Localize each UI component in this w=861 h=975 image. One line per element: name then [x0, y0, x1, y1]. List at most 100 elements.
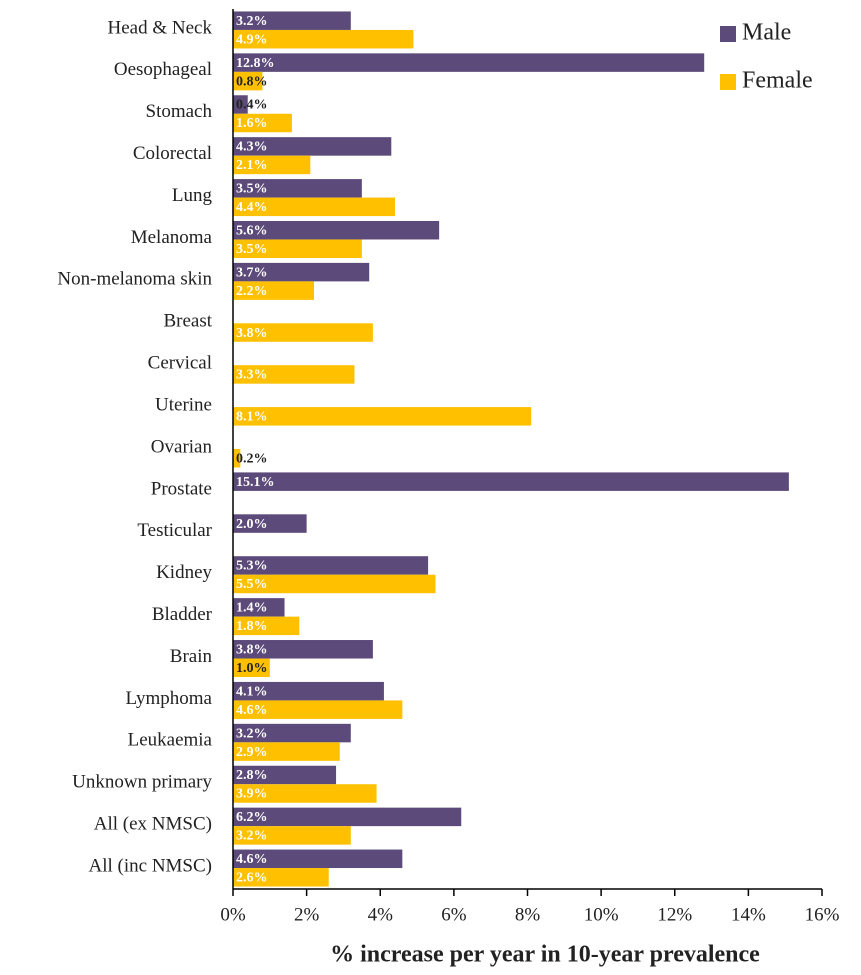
- value-label: 2.0%: [236, 517, 268, 532]
- value-label: 1.6%: [236, 116, 268, 131]
- x-tick-label: 10%: [584, 904, 619, 925]
- y-tick-label: Breast: [163, 311, 212, 332]
- bar: [233, 826, 351, 845]
- value-label: 2.2%: [236, 284, 268, 299]
- y-tick-label: Bladder: [152, 604, 213, 625]
- y-tick-label: Colorectal: [133, 143, 212, 164]
- bar: [233, 220, 440, 240]
- y-tick-label: Leukaemia: [128, 730, 213, 751]
- bar: [233, 71, 263, 91]
- value-label: 2.6%: [236, 871, 268, 886]
- value-label: 5.3%: [236, 559, 268, 574]
- bar: [233, 53, 705, 72]
- value-label: 0.8%: [236, 74, 268, 89]
- bar: [233, 681, 384, 701]
- bar: [233, 365, 355, 384]
- bar: [233, 179, 362, 198]
- y-tick-label: Brain: [170, 646, 213, 667]
- bar: [233, 113, 292, 133]
- bar: [233, 137, 392, 156]
- bar: [233, 472, 789, 491]
- bar: [233, 556, 429, 575]
- value-label: 4.3%: [236, 140, 268, 155]
- y-tick-label: All (inc NMSC): [89, 855, 213, 876]
- y-tick-label: Cervical: [148, 353, 212, 374]
- bar: [233, 723, 351, 743]
- value-label: 6.2%: [236, 810, 268, 825]
- value-label: 2.8%: [236, 768, 268, 783]
- y-tick-label: Kidney: [156, 562, 212, 583]
- x-tick-label: 2%: [294, 904, 320, 925]
- value-label: 3.2%: [236, 726, 268, 741]
- value-label: 12.8%: [236, 56, 275, 71]
- value-label: 4.6%: [236, 703, 268, 718]
- x-tick-label: 8%: [515, 904, 541, 925]
- value-label: 8.1%: [236, 410, 268, 425]
- value-label: 3.2%: [236, 14, 268, 29]
- value-label: 3.7%: [236, 265, 268, 280]
- value-label: 3.3%: [236, 368, 268, 383]
- value-label: 15.1%: [236, 475, 275, 490]
- x-tick-label: 0%: [220, 904, 246, 925]
- y-tick-label: Prostate: [151, 478, 212, 499]
- bar: [233, 868, 329, 887]
- y-tick-label: All (ex NMSC): [94, 814, 212, 835]
- bar: [233, 784, 377, 803]
- bar: [233, 407, 532, 426]
- x-axis-label: % increase per year in 10-year prevalenc…: [330, 942, 760, 968]
- bar: [233, 262, 370, 282]
- x-tick-label: 16%: [805, 904, 840, 925]
- value-label: 0.2%: [236, 451, 268, 466]
- y-tick-label: Lymphoma: [125, 688, 212, 709]
- y-tick-label: Ovarian: [151, 436, 213, 457]
- x-tick-label: 12%: [657, 904, 692, 925]
- value-label: 3.8%: [236, 642, 268, 657]
- value-label: 3.8%: [236, 326, 268, 341]
- value-label: 4.9%: [236, 32, 268, 47]
- legend-swatch: [720, 74, 736, 90]
- value-label: 3.5%: [236, 182, 268, 197]
- x-tick-label: 6%: [441, 904, 467, 925]
- legend-label: Male: [742, 20, 791, 46]
- bar: [233, 658, 270, 678]
- value-label: 5.6%: [236, 223, 268, 238]
- bar: [233, 95, 248, 114]
- value-label: 0.4%: [236, 98, 268, 113]
- legend-label: Female: [742, 68, 813, 94]
- y-tick-label: Lung: [172, 185, 213, 206]
- bar: [233, 514, 307, 533]
- bar: [233, 323, 373, 342]
- value-label: 3.2%: [236, 829, 268, 844]
- y-tick-label: Non-melanoma skin: [57, 269, 212, 290]
- bar: [233, 239, 362, 258]
- bar: [233, 616, 300, 636]
- x-tick-label: 4%: [368, 904, 394, 925]
- value-label: 2.9%: [236, 745, 268, 760]
- bar: [233, 197, 395, 217]
- bar: [233, 765, 337, 785]
- y-tick-label: Unknown primary: [72, 772, 212, 793]
- value-label: 1.8%: [236, 619, 268, 634]
- bar: [233, 700, 403, 719]
- bar: [233, 449, 241, 468]
- value-label: 4.4%: [236, 200, 268, 215]
- bar: [233, 11, 351, 30]
- y-tick-label: Head & Neck: [108, 17, 213, 38]
- bar: [233, 640, 373, 659]
- bar: [233, 849, 403, 869]
- bar: [233, 598, 285, 617]
- value-label: 3.9%: [236, 787, 268, 802]
- bar: [233, 574, 436, 594]
- bar: [233, 281, 314, 300]
- y-tick-label: Stomach: [146, 101, 213, 122]
- y-tick-label: Melanoma: [131, 227, 213, 248]
- value-label: 4.6%: [236, 852, 268, 867]
- value-label: 1.0%: [236, 661, 268, 676]
- value-label: 4.1%: [236, 684, 268, 699]
- value-label: 2.1%: [236, 158, 268, 173]
- y-tick-label: Testicular: [137, 520, 212, 541]
- x-tick-label: 14%: [731, 904, 766, 925]
- legend-swatch: [720, 26, 736, 42]
- y-tick-label: Oesophageal: [114, 59, 212, 80]
